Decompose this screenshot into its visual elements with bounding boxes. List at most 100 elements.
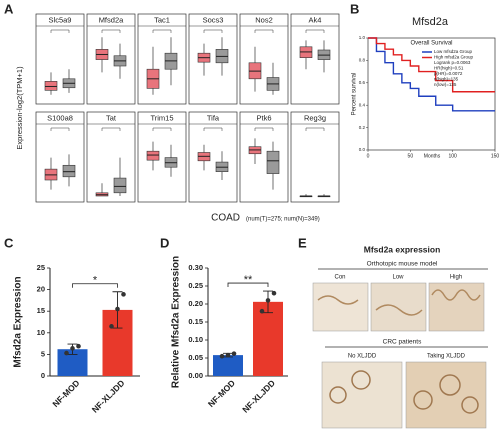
chart-subtitle: Overall Survival: [410, 41, 452, 47]
data-point: [219, 353, 225, 359]
subplot-frame: [86, 13, 136, 105]
gene-name: Mfsd2a: [99, 15, 124, 24]
significance-bracket: [254, 29, 274, 33]
significance-bracket: [203, 29, 223, 33]
subplot-frame: [188, 111, 238, 203]
bar: [253, 301, 283, 376]
image-label: Low: [392, 275, 404, 281]
gene-name: Trim15: [150, 113, 173, 122]
y-tick-label: 0.4: [359, 102, 366, 107]
gene-name: S100a8: [47, 113, 73, 122]
gene-name: Reg3g: [304, 113, 326, 122]
image-label: Con: [334, 275, 345, 281]
image-label: Taking XLJDD: [427, 354, 466, 360]
y-axis-label: Relative Mfsd2a Expression: [171, 256, 182, 388]
x-axis-label: COAD: [211, 213, 240, 224]
subplot-frame: [86, 111, 136, 203]
significance-bracket: [227, 282, 269, 288]
panel-label: E: [298, 235, 307, 250]
gene-name: Tat: [106, 113, 117, 122]
subplot-frame: [290, 111, 340, 203]
gene-name: Ak4: [309, 15, 322, 24]
survival-curve: [368, 37, 495, 112]
significance-bracket: [152, 127, 172, 131]
data-point: [265, 298, 271, 303]
significance-bracket: [305, 29, 325, 33]
significance-bracket: [72, 283, 118, 288]
histology-image: [428, 282, 485, 332]
panel-title: Mfsd2a expression: [364, 244, 441, 254]
x-tick-label: 100: [448, 153, 457, 159]
image-label: No XLJDD: [348, 354, 377, 360]
significance-label: *: [93, 275, 98, 287]
y-tick-label: 0.00: [188, 371, 203, 380]
significance-bracket: [203, 127, 223, 131]
y-tick-label: 25: [37, 263, 45, 272]
legend-label: Low mfsd2a Group: [434, 49, 473, 54]
y-axis-label: Expression-log2(TPM+1): [15, 66, 24, 150]
gene-name: Ptk6: [256, 113, 271, 122]
y-tick-label: 0.15: [188, 317, 203, 326]
box: [266, 150, 280, 174]
subplot-frame: [239, 13, 289, 105]
y-tick-label: 10: [37, 328, 45, 337]
data-point: [225, 352, 231, 358]
y-tick-label: 0.0: [359, 147, 366, 152]
subplot-frame: [35, 111, 85, 203]
data-point: [115, 306, 120, 312]
gene-name: Socs3: [203, 15, 224, 24]
significance-label: **: [244, 274, 253, 286]
x-tick-label: NF-MOD: [50, 378, 81, 409]
data-point: [121, 292, 126, 297]
gene-name: Tifa: [207, 113, 220, 122]
y-axis-label: Mfsd2a Expression: [13, 276, 24, 367]
data-point: [70, 346, 75, 351]
panel-label: C: [4, 235, 14, 250]
data-point: [271, 290, 277, 296]
y-tick-label: 5: [41, 349, 45, 358]
tissue-detail: [317, 289, 481, 316]
legend-stat: n(low)=135: [434, 82, 457, 87]
panel-label: A: [4, 1, 14, 16]
x-tick-label: 0: [367, 153, 370, 159]
gene-name: Slc5a9: [49, 15, 72, 24]
legend-stat: Logrank p=0.0063: [434, 60, 471, 65]
data-point: [109, 324, 114, 329]
tissue-detail: [329, 370, 479, 414]
x-tick-label: NF-XLJDD: [240, 378, 277, 415]
group-title: Orthotopic mouse model: [367, 261, 438, 268]
bar: [213, 355, 243, 376]
x-axis-label: Months: [424, 153, 441, 159]
box: [44, 81, 58, 91]
subplot-frame: [137, 13, 187, 105]
x-axis-note: (num(T)=275; num(N)=349): [246, 217, 320, 223]
significance-bracket: [101, 127, 121, 131]
y-tick-label: 0.05: [188, 353, 203, 362]
y-tick-label: 0.8: [359, 58, 366, 63]
data-point: [64, 350, 69, 356]
data-point: [259, 308, 265, 314]
legend-stat: p(HR)=0.0072: [434, 71, 463, 76]
box: [146, 150, 160, 161]
y-tick-label: 0.30: [188, 263, 203, 272]
group-title: CRC patients: [383, 339, 422, 346]
y-tick-label: 0: [41, 371, 45, 380]
significance-bracket: [152, 29, 172, 33]
chart-title: Mfsd2a: [412, 16, 449, 28]
significance-bracket: [50, 127, 70, 131]
image-label: High: [450, 275, 462, 281]
panel-label: D: [160, 235, 169, 250]
significance-bracket: [254, 127, 274, 131]
legend-stat: n(high)=135: [434, 77, 459, 82]
data-point: [76, 343, 81, 349]
subplot-frame: [290, 13, 340, 105]
significance-bracket: [305, 127, 325, 131]
y-axis-label: Percent survival: [352, 73, 358, 116]
plot-frame: [367, 37, 496, 151]
significance-bracket: [50, 29, 70, 33]
y-tick-label: 0.20: [188, 299, 203, 308]
histology-image: [321, 361, 403, 429]
subplot-frame: [137, 111, 187, 203]
y-tick-label: 20: [37, 285, 45, 294]
survival-curve: [368, 37, 495, 93]
